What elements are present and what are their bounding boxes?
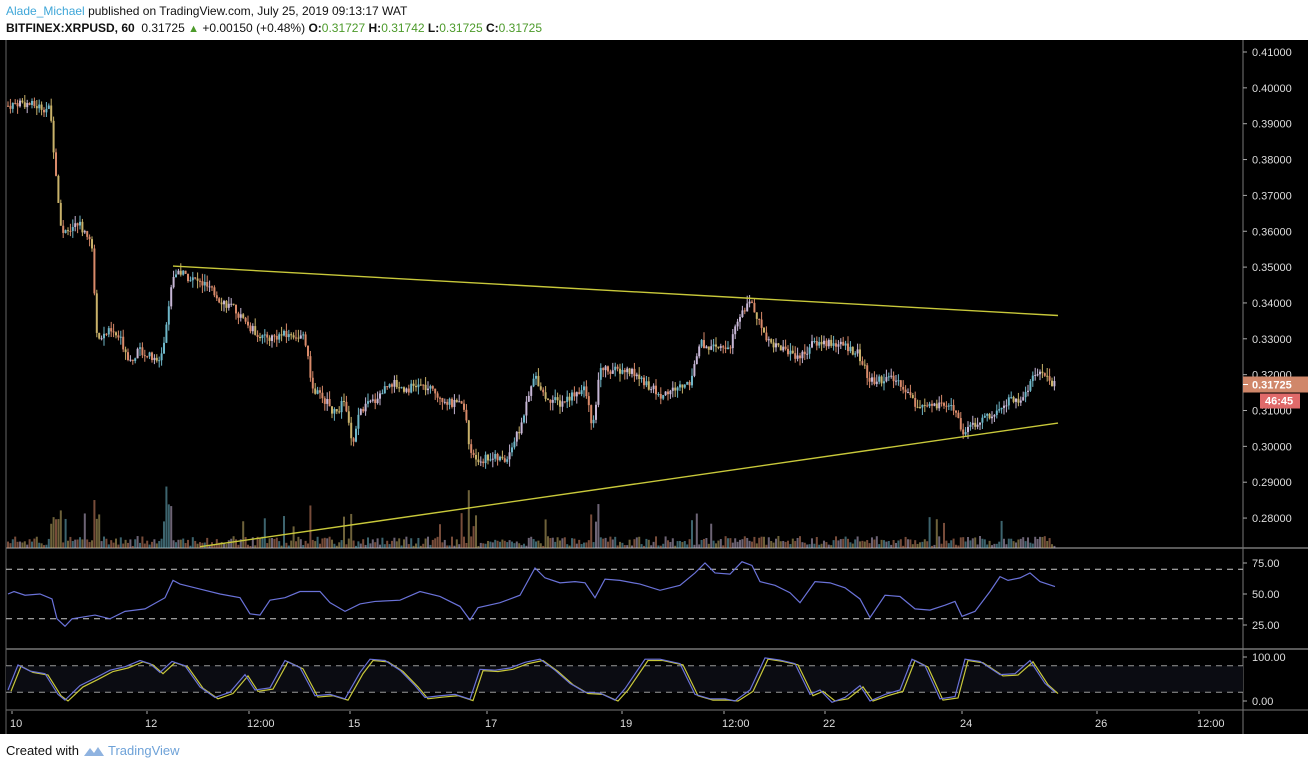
high-value: 0.31742 <box>381 21 425 35</box>
price-tick-label: 0.40000 <box>1252 83 1292 95</box>
stoch-tick-label: 100.00 <box>1252 652 1286 664</box>
time-tick-label: 17 <box>485 718 497 730</box>
trendline-lower[interactable] <box>199 422 1059 548</box>
countdown-badge <box>1260 393 1300 409</box>
price-tick-label: 0.34000 <box>1252 298 1292 310</box>
stochastic-pane[interactable]: 100.00 0.00 <box>6 652 1286 708</box>
chart-canvas[interactable]: 75.00 50.00 25.00 100.00 0.00 0.41000 0.4000… <box>0 40 1308 734</box>
stoch-band <box>6 665 1243 693</box>
time-tick-label: 24 <box>960 718 972 730</box>
time-tick-label: 26 <box>1095 718 1107 730</box>
publisher-line: Alade_Michael published on TradingView.c… <box>6 4 407 18</box>
time-tick-label: 12:00 <box>1197 718 1225 730</box>
price-tick-label: 0.35000 <box>1252 262 1292 274</box>
price-axis[interactable]: 0.41000 0.40000 0.39000 0.38000 0.37000 0.360… <box>1243 47 1308 525</box>
price-tick-label: 0.38000 <box>1252 155 1292 167</box>
high-label: H: <box>368 21 382 35</box>
time-tick-label: 12 <box>145 718 157 730</box>
price-tick-label: 0.29000 <box>1252 477 1292 489</box>
current-price-badge <box>1243 376 1308 393</box>
time-axis[interactable]: 10 12 12:00 15 17 19 12:00 22 24 26 12:00 <box>10 711 1225 730</box>
open-value: 0.31727 <box>321 21 366 35</box>
time-tick-label: 12:00 <box>722 718 750 730</box>
rsi-pane[interactable]: 75.00 50.00 25.00 <box>6 558 1280 632</box>
rsi-tick-label: 50.00 <box>1252 589 1280 601</box>
candlestick-series <box>7 95 1056 469</box>
time-tick-label: 22 <box>823 718 835 730</box>
published-text: published on TradingView.com, July 25, 2… <box>88 4 408 18</box>
rsi-tick-label: 75.00 <box>1252 558 1280 570</box>
trendline-upper[interactable] <box>172 265 1059 317</box>
time-tick-label: 10 <box>10 718 22 730</box>
time-tick-label: 15 <box>348 718 360 730</box>
tradingview-label: TradingView <box>107 743 180 758</box>
price-tick-label: 0.41000 <box>1252 47 1292 59</box>
time-tick-label: 19 <box>620 718 632 730</box>
price-tick-label: 0.37000 <box>1252 190 1292 202</box>
symbol-line: BITFINEX:XRPUSD, 60 0.31725 ▲ +0.00150 (… <box>6 21 542 35</box>
low-label: L: <box>427 21 440 35</box>
price-tick-label: 0.39000 <box>1252 119 1292 131</box>
last-price: 0.31725 <box>141 21 185 35</box>
low-value: 0.31725 <box>439 21 483 35</box>
price-tick-label: 0.28000 <box>1252 513 1292 525</box>
close-value: 0.31725 <box>498 21 543 35</box>
stoch-k-line <box>7 657 1056 704</box>
price-tick-label: 0.36000 <box>1252 226 1292 238</box>
time-tick-label: 12:00 <box>247 718 275 730</box>
price-tick-label: 0.30000 <box>1252 441 1292 453</box>
close-label: C: <box>485 21 499 35</box>
tradingview-logo-icon <box>83 746 104 756</box>
tradingview-brand[interactable]: TradingView <box>83 743 180 758</box>
current-price-label: 0.31725 <box>1252 380 1292 392</box>
price-pane[interactable] <box>5 40 1308 734</box>
open-label: O: <box>308 21 322 35</box>
created-with-text: Created with <box>6 743 79 758</box>
author-link[interactable]: Alade_Michael <box>6 4 85 18</box>
volume-series <box>7 486 1056 548</box>
stoch-d-line <box>10 658 1059 702</box>
symbol-label: BITFINEX:XRPUSD, 60 <box>6 21 135 35</box>
rsi-tick-label: 25.00 <box>1252 620 1280 632</box>
footer: Created with TradingView <box>6 743 180 758</box>
rsi-line <box>7 561 1056 628</box>
up-arrow-icon: ▲ <box>188 23 199 35</box>
price-tick-label: 0.33000 <box>1252 334 1292 346</box>
price-change: +0.00150 (+0.48%) <box>202 21 306 35</box>
chart-container[interactable]: 75.00 50.00 25.00 100.00 0.00 0.41000 0.4000… <box>0 40 1308 734</box>
stoch-tick-label: 0.00 <box>1252 696 1273 708</box>
countdown-label: 46:45 <box>1265 396 1293 408</box>
